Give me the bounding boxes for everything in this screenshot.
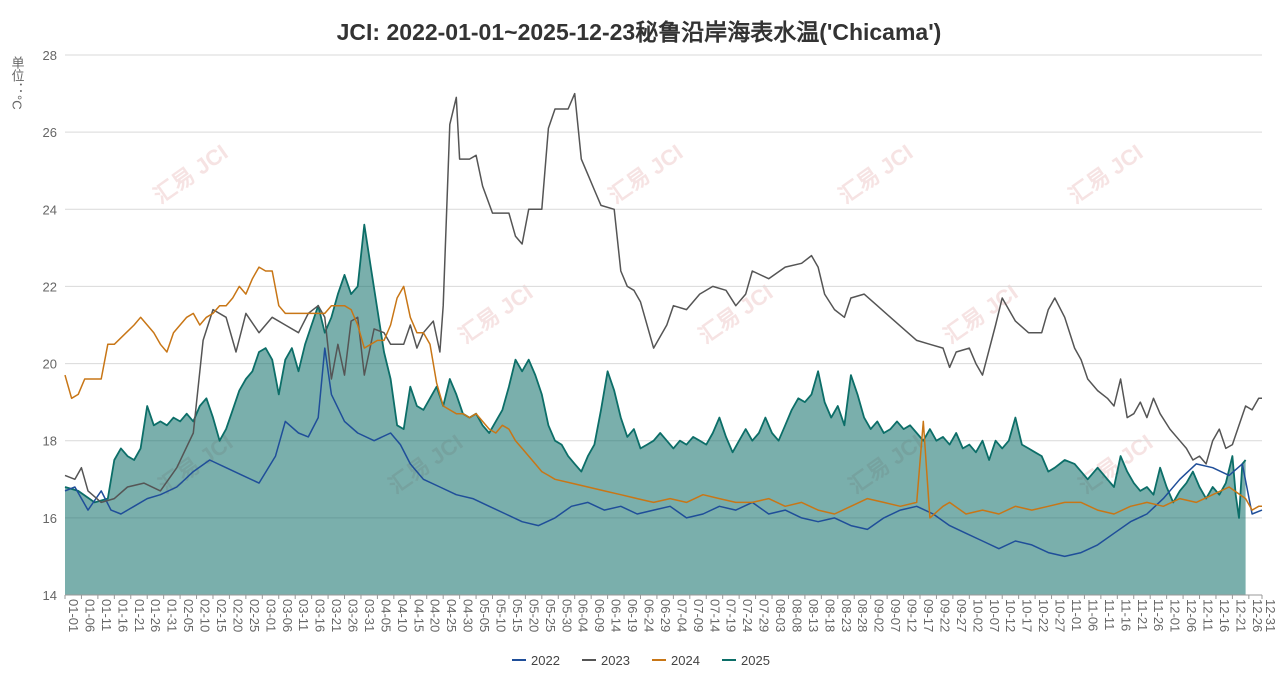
x-tick-label: 02-25 xyxy=(247,599,262,632)
x-tick-label: 09-07 xyxy=(888,599,903,632)
x-tick-label: 03-16 xyxy=(313,599,328,632)
x-tick-label: 05-10 xyxy=(494,599,509,632)
series-line-2022 xyxy=(64,347,1263,558)
x-tick-label: 02-05 xyxy=(181,599,196,632)
x-tick-label: 12-26 xyxy=(1250,599,1265,632)
x-tick-label: 02-15 xyxy=(214,599,229,632)
x-tick-label: 01-01 xyxy=(66,599,81,632)
x-tick-label: 02-20 xyxy=(230,599,245,632)
x-tick-label: 08-23 xyxy=(839,599,854,632)
x-tick-label: 03-31 xyxy=(362,599,377,632)
x-tick-label: 12-31 xyxy=(1263,599,1278,632)
x-tick-label: 06-19 xyxy=(625,599,640,632)
x-tick-label: 09-12 xyxy=(905,599,920,632)
x-tick-label: 08-18 xyxy=(822,599,837,632)
x-tick-label: 06-14 xyxy=(609,599,624,632)
x-tick-label: 05-05 xyxy=(477,599,492,632)
x-tick-label: 04-25 xyxy=(444,599,459,632)
x-tick-label: 03-01 xyxy=(263,599,278,632)
x-tick-label: 06-04 xyxy=(576,599,591,632)
x-tick-label: 01-16 xyxy=(115,599,130,632)
y-tick-label: 26 xyxy=(43,125,57,140)
series-line-2024 xyxy=(64,266,1262,519)
x-tick-label: 10-27 xyxy=(1053,599,1068,632)
x-tick-label: 07-04 xyxy=(674,599,689,632)
x-tick-label: 04-30 xyxy=(461,599,476,632)
x-tick-label: 10-22 xyxy=(1036,599,1051,632)
x-tick-label: 08-13 xyxy=(806,599,821,632)
x-tick-label: 11-06 xyxy=(1085,599,1100,631)
x-tick-label: 09-22 xyxy=(937,599,952,632)
x-tick-label: 12-06 xyxy=(1184,599,1199,632)
x-tick-label: 12-16 xyxy=(1217,599,1232,632)
x-tick-label: 11-11 xyxy=(1102,599,1117,630)
y-tick-label: 28 xyxy=(43,48,57,63)
x-tick-label: 03-11 xyxy=(296,599,311,631)
x-tick-label: 04-10 xyxy=(395,599,410,632)
legend-label-2023: 2023 xyxy=(601,653,630,668)
y-tick-label: 14 xyxy=(43,588,57,603)
legend-label-2025: 2025 xyxy=(741,653,770,668)
x-tick-label: 01-26 xyxy=(148,599,163,632)
x-tick-label: 11-26 xyxy=(1151,599,1166,631)
x-tick-label: 05-25 xyxy=(543,599,558,632)
x-tick-label: 03-06 xyxy=(280,599,295,632)
x-tick-label: 05-20 xyxy=(526,599,541,632)
x-tick-label: 11-01 xyxy=(1069,599,1084,631)
y-axis-unit-label: 单位：°C xyxy=(10,56,25,110)
x-tick-label: 06-24 xyxy=(641,599,656,632)
x-tick-label: 05-30 xyxy=(559,599,574,632)
x-tick-label: 04-20 xyxy=(428,599,443,632)
legend-label-2022: 2022 xyxy=(531,653,560,668)
x-tick-label: 09-17 xyxy=(921,599,936,632)
x-tick-label: 01-31 xyxy=(165,599,180,632)
x-tick-label: 08-08 xyxy=(789,599,804,632)
x-tick-label: 04-15 xyxy=(411,599,426,632)
x-tick-label: 04-05 xyxy=(378,599,393,632)
x-tick-label: 12-21 xyxy=(1233,599,1248,632)
x-tick-label: 12-11 xyxy=(1201,599,1216,631)
legend-label-2024: 2024 xyxy=(671,653,700,668)
x-tick-label: 06-29 xyxy=(658,599,673,632)
x-tick-label: 08-03 xyxy=(773,599,788,632)
x-tick-label: 09-27 xyxy=(954,599,969,632)
x-tick-label: 10-12 xyxy=(1003,599,1018,632)
x-tick-label: 08-28 xyxy=(855,599,870,632)
legend: 2022 2023 2024 2025 xyxy=(512,653,770,668)
series-line-2025 xyxy=(64,223,1247,519)
x-tick-label: 11-16 xyxy=(1118,599,1133,631)
x-tick-label: 03-26 xyxy=(346,599,361,632)
x-tick-label: 07-19 xyxy=(724,599,739,632)
y-tick-label: 16 xyxy=(43,511,57,526)
x-tick-label: 10-17 xyxy=(1020,599,1035,632)
x-tick-label: 06-09 xyxy=(592,599,607,632)
x-tick-label: 07-09 xyxy=(691,599,706,632)
x-tick-label: 01-11 xyxy=(99,599,114,631)
x-tick-label: 11-21 xyxy=(1135,599,1150,631)
x-tick-label: 01-06 xyxy=(82,599,97,632)
x-tick-label: 03-21 xyxy=(329,599,344,632)
x-tick-label: 12-01 xyxy=(1168,599,1183,632)
x-tick-label: 05-15 xyxy=(510,599,525,632)
x-tick-label: 10-02 xyxy=(970,599,985,632)
x-tick-label: 07-14 xyxy=(707,599,722,632)
x-tick-label: 01-21 xyxy=(132,599,147,632)
x-tick-label: 09-02 xyxy=(872,599,887,632)
x-tick-label: 07-24 xyxy=(740,599,755,632)
y-tick-label: 18 xyxy=(43,434,57,449)
x-tick-label: 07-29 xyxy=(757,599,772,632)
x-tick-label: 10-07 xyxy=(987,599,1002,632)
y-tick-label: 20 xyxy=(43,357,57,372)
y-tick-label: 24 xyxy=(43,202,57,217)
y-tick-label: 22 xyxy=(43,279,57,294)
series-layer xyxy=(64,92,1263,595)
x-tick-label: 02-10 xyxy=(198,599,213,632)
chart-title: JCI: 2022-01-01~2025-12-23秘鲁沿岸海表水温('Chic… xyxy=(337,19,942,45)
